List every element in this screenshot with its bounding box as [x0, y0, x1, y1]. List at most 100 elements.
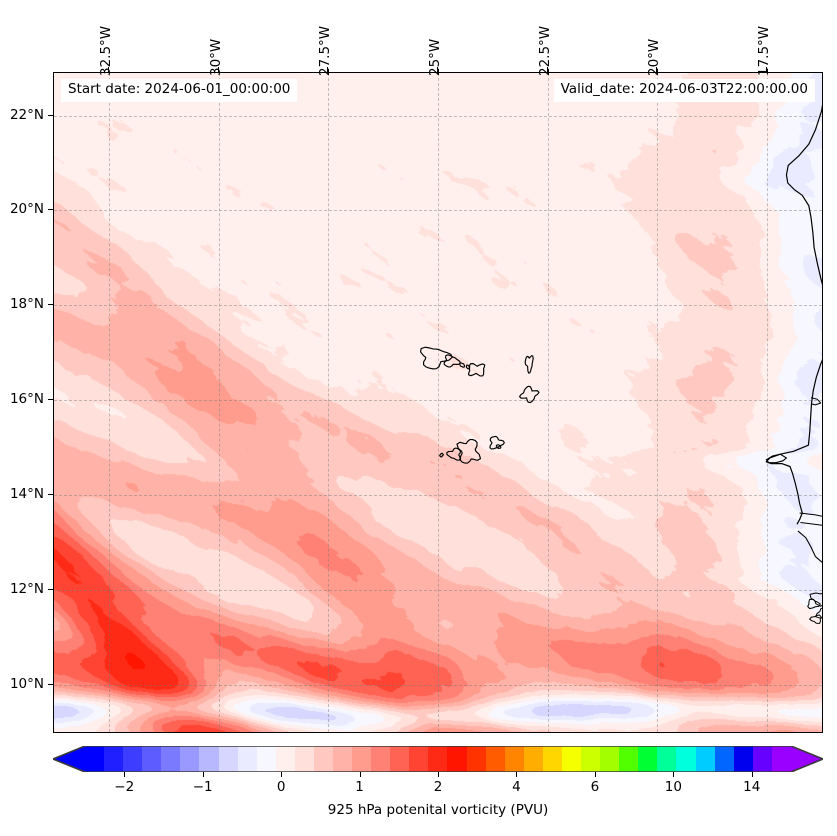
colorbar-segment: [142, 746, 162, 772]
colorbar-tick-label: −1: [192, 779, 213, 795]
colorbar-tick-mark: [202, 772, 204, 777]
colorbar-segment: [123, 746, 143, 772]
colorbar-tick-mark: [281, 772, 283, 777]
colorbar-segment: [733, 746, 753, 772]
coastline-paths: [420, 104, 822, 624]
colorbar-segment: [600, 746, 620, 772]
coastline-island-brava: [439, 452, 444, 458]
map-axes[interactable]: Start date: 2024-06-01_00:00:00 Valid_da…: [53, 72, 823, 733]
colorbar-tick-label: 10: [664, 779, 682, 795]
colorbar-segment: [428, 746, 448, 772]
colorbar-segments: [85, 746, 791, 772]
colorbar-over-arrow: [791, 746, 823, 772]
colorbar-tick-mark: [438, 772, 439, 777]
coastline-island-sao-vicente: [443, 354, 461, 368]
longitude-label: 20°W: [646, 38, 663, 76]
coastline-island-santo-antao: [420, 346, 453, 370]
colorbar-tick-mark: [516, 772, 518, 777]
colorbar-tick-mark: [594, 772, 596, 777]
y-tick-mark: [48, 683, 53, 685]
latitude-label: 20°N: [9, 201, 44, 218]
x-tick-mark: [327, 67, 329, 72]
latitude-label: 12°N: [9, 580, 44, 597]
colorbar-segment: [619, 746, 639, 772]
y-tick-mark: [48, 209, 53, 211]
colorbar-segment: [581, 746, 601, 772]
colorbar-segment: [294, 746, 314, 772]
x-tick-mark: [217, 67, 219, 72]
longitude-label: 27.5°W: [317, 25, 334, 76]
coastline-island-maio: [489, 435, 505, 450]
colorbar-tick-label: 6: [590, 779, 600, 795]
coastline-bissagos-island: [809, 592, 822, 607]
colorbar-segment: [466, 746, 486, 772]
colorbar-segment: [561, 746, 582, 772]
colorbar-segment: [161, 746, 181, 772]
latitude-label: 10°N: [9, 675, 44, 692]
colorbar-tick-label: 0: [276, 779, 286, 795]
latitude-label: 18°N: [9, 296, 44, 313]
colorbar-segment: [504, 746, 524, 772]
x-tick-mark: [437, 67, 438, 72]
colorbar-segment: [371, 746, 391, 772]
potential-vorticity-field: [54, 73, 822, 732]
colorbar-tick-label: 1: [355, 779, 364, 795]
x-tick-mark: [546, 67, 548, 72]
colorbar-segment: [256, 746, 276, 772]
colorbar-segment: [485, 746, 505, 772]
y-tick-mark: [48, 304, 53, 306]
x-tick-mark: [766, 67, 768, 72]
colorbar-segment: [657, 746, 677, 772]
colorbar-segment: [390, 746, 410, 772]
colorbar-segment: [85, 746, 105, 772]
coastline-island-fogo: [446, 447, 462, 461]
colorbar-segment: [695, 746, 715, 772]
colorbar[interactable]: −2 −1 0 1 2 4 6 10 14 925 hPa potenital vorticit…: [53, 746, 823, 836]
y-tick-mark: [48, 399, 53, 401]
valid-date-annotation: Valid_date: 2024-06-03T22:00:00.00: [553, 79, 815, 102]
x-tick-mark: [107, 67, 109, 72]
longitude-label: 25°W: [427, 38, 443, 76]
colorbar-tick-label: 14: [743, 779, 761, 795]
coastline-island-santa-luzia: [459, 362, 466, 368]
colorbar-segment: [771, 746, 791, 772]
coastline-senegal-river: [810, 397, 822, 406]
latitude-label: 16°N: [9, 391, 44, 408]
colorbar-under-arrow: [53, 746, 85, 772]
coastline-island-boa-vista: [518, 385, 540, 404]
colorbar-segment: [714, 746, 734, 772]
coastline-island-maio-islet: [495, 444, 502, 449]
colorbar-segment: [352, 746, 372, 772]
coastline-gambia-north: [799, 512, 822, 517]
colorbar-tick-label: −2: [114, 779, 135, 795]
colorbar-segment: [447, 746, 467, 772]
coastline-mainland: [765, 104, 822, 525]
latitude-label: 14°N: [9, 485, 44, 502]
colorbar-segment: [542, 746, 562, 772]
latitude-label: 22°N: [9, 106, 44, 123]
coastline-island-sal: [524, 355, 534, 374]
colorbar-tick-label: 2: [433, 779, 443, 795]
y-tick-mark: [48, 493, 53, 495]
coastline-bissagos-island: [809, 614, 822, 624]
y-tick-mark: [48, 114, 53, 116]
start-date-annotation: Start date: 2024-06-01_00:00:00: [61, 79, 298, 102]
colorbar-segment: [199, 746, 219, 772]
colorbar-segment: [752, 746, 772, 772]
coastline-island-branco: [465, 364, 470, 370]
colorbar-tick-mark: [124, 772, 126, 777]
colorbar-segment: [237, 746, 257, 772]
colorbar-tick-mark: [751, 772, 753, 777]
colorbar-segment: [275, 746, 295, 772]
coastline-bissagos-island: [815, 607, 822, 619]
colorbar-tick-mark: [673, 772, 675, 777]
colorbar-tick-mark: [359, 772, 361, 777]
coastline-casamance: [797, 530, 822, 563]
colorbar-segment: [218, 746, 238, 772]
colorbar-segment: [676, 746, 696, 772]
coastline-island-sao-nicolau: [467, 363, 486, 377]
colorbar-segment: [333, 746, 353, 772]
coastline-gambia-south: [800, 521, 822, 526]
colorbar-tick-label: 4: [512, 779, 521, 795]
y-tick-mark: [48, 588, 53, 590]
